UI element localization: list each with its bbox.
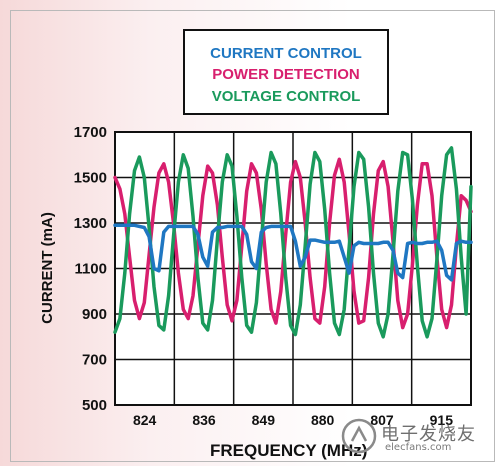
legend: CURRENT CONTROL POWER DETECTION VOLTAGE … [183,29,389,115]
watermark-logo-icon [341,418,377,454]
y-tick-labels: 500 700 900 1100 1300 1500 1700 [74,124,107,414]
x-tick-label: 824 [133,412,157,428]
x-axis-title: FREQUENCY (MHz) [210,441,367,460]
watermark-site: elecfans.com [385,442,452,453]
x-tick-label: 915 [430,412,454,428]
y-tick-label: 500 [82,397,107,414]
x-tick-label: 807 [370,412,394,428]
series-lines [113,146,473,339]
chart-frame [10,10,495,462]
legend-item-current-control: CURRENT CONTROL [210,45,362,62]
y-axis-title: CURRENT (mA) [39,212,56,324]
x-tick-label: 849 [252,412,276,428]
y-tick-label: 1500 [74,170,107,187]
y-tick-label: 1100 [74,261,107,278]
x-tick-label: 836 [192,412,216,428]
legend-box [183,29,389,115]
legend-item-power-detection: POWER DETECTION [212,66,360,83]
watermark: 电子发烧友 elecfans.com [339,416,489,458]
series-line-current-control [113,223,473,282]
watermark-brand: 电子发烧友 [381,424,476,445]
y-tick-label: 1700 [74,124,107,141]
x-tick-labels: 824 836 849 880 807 915 [133,412,453,428]
legend-item-voltage-control: VOLTAGE CONTROL [212,88,361,105]
y-tick-label: 900 [82,306,107,323]
x-tick-label: 880 [311,412,335,428]
y-tick-label: 1300 [74,215,107,232]
y-tick-label: 700 [82,352,107,369]
